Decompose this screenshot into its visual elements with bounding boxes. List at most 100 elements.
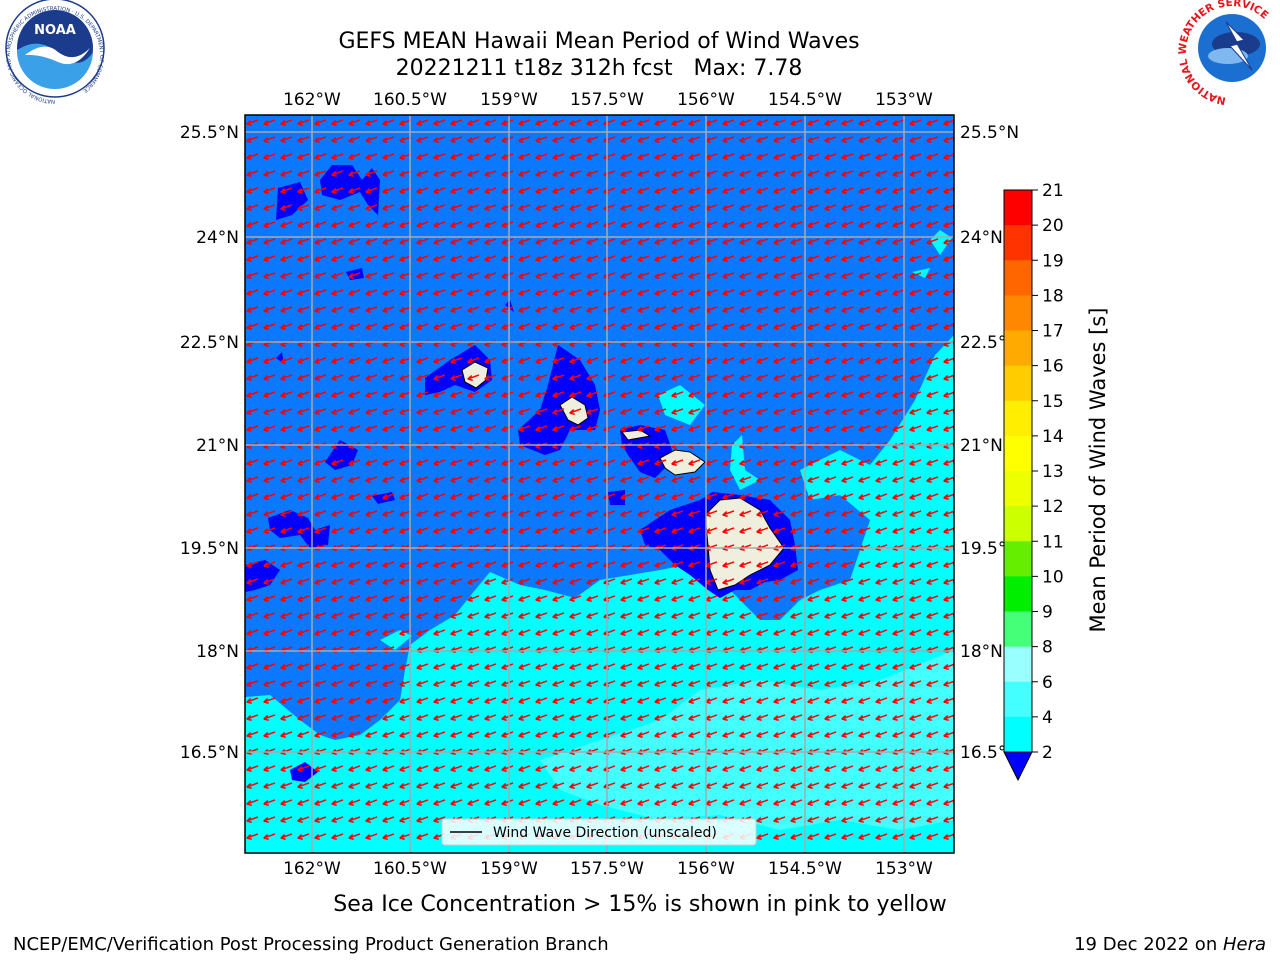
wind-wave-arrow [263, 153, 276, 160]
wind-wave-arrow [535, 119, 548, 126]
wind-wave-arrow [841, 561, 854, 568]
wind-wave-arrow [348, 459, 361, 466]
wind-wave-arrow [416, 663, 429, 670]
wind-wave-arrow [671, 170, 684, 177]
wind-wave-arrow [841, 153, 854, 160]
wind-wave-arrow [586, 408, 599, 415]
wind-wave-arrow [246, 561, 259, 568]
wind-wave-arrow [620, 221, 633, 228]
wind-wave-arrow [807, 289, 820, 296]
wind-wave-arrow [365, 255, 378, 262]
wind-wave-arrow [586, 221, 599, 228]
lon-label: 160.5°W [373, 859, 447, 879]
wind-wave-arrow [348, 221, 361, 228]
wind-wave-arrow [637, 595, 650, 602]
wind-wave-arrow [416, 612, 429, 619]
wind-wave-arrow [909, 680, 922, 687]
wind-wave-arrow [399, 306, 412, 313]
wind-wave-arrow [297, 119, 310, 126]
wind-wave-arrow [501, 510, 514, 517]
wind-wave-arrow [246, 119, 259, 126]
wind-wave-arrow [501, 476, 514, 483]
wind-wave-arrow [756, 578, 769, 585]
wind-wave-arrow [263, 408, 276, 415]
wind-wave-arrow [671, 289, 684, 296]
wind-wave-arrow [416, 425, 429, 432]
wind-wave-arrow [484, 680, 497, 687]
wind-wave-arrow [671, 221, 684, 228]
wind-wave-arrow [331, 238, 344, 245]
wind-wave-arrow [280, 170, 293, 177]
wind-wave-arrow [586, 714, 599, 721]
wind-wave-arrow [433, 663, 446, 670]
wind-wave-arrow [246, 425, 259, 432]
wind-wave-arrow [416, 578, 429, 585]
wind-wave-arrow [722, 697, 735, 704]
wind-wave-arrow [348, 170, 361, 177]
wind-wave-arrow [535, 561, 548, 568]
wind-wave-arrow [382, 408, 395, 415]
wind-wave-arrow [824, 255, 837, 262]
wind-wave-arrow [773, 153, 786, 160]
wind-wave-arrow [416, 187, 429, 194]
colorbar-band [1004, 646, 1032, 683]
wind-wave-arrow [535, 408, 548, 415]
wind-wave-arrow [552, 255, 565, 262]
wind-wave-arrow [654, 119, 667, 126]
wind-wave-arrow [433, 187, 446, 194]
wind-wave-arrow [467, 187, 480, 194]
wind-wave-arrow [246, 221, 259, 228]
wind-wave-arrow [314, 391, 327, 398]
wind-wave-arrow [586, 153, 599, 160]
wind-wave-arrow [892, 187, 905, 194]
wind-wave-arrow [824, 391, 837, 398]
wind-wave-arrow [416, 833, 429, 840]
wind-wave-arrow [399, 289, 412, 296]
wind-wave-arrow [263, 119, 276, 126]
wind-wave-arrow [875, 272, 888, 279]
wind-wave-arrow [246, 476, 259, 483]
wind-wave-arrow [756, 765, 769, 772]
wind-wave-arrow [552, 680, 565, 687]
wind-wave-arrow [892, 697, 905, 704]
wind-wave-arrow [858, 476, 871, 483]
wind-wave-arrow [671, 187, 684, 194]
wind-wave-arrow [892, 578, 905, 585]
wind-wave-arrow [671, 476, 684, 483]
wind-wave-arrow [841, 833, 854, 840]
wind-wave-arrow [501, 527, 514, 534]
wind-wave-arrow [892, 799, 905, 806]
wind-wave-arrow [297, 714, 310, 721]
wind-wave-arrow [365, 765, 378, 772]
wind-wave-arrow [620, 119, 633, 126]
wind-wave-arrow [331, 119, 344, 126]
wind-wave-arrow [824, 493, 837, 500]
wind-wave-arrow [637, 187, 650, 194]
wind-wave-arrow [637, 680, 650, 687]
wind-wave-arrow [484, 119, 497, 126]
wind-wave-arrow [450, 765, 463, 772]
wind-wave-arrow [348, 493, 361, 500]
wind-wave-arrow [399, 527, 412, 534]
wind-wave-arrow [450, 136, 463, 143]
wind-wave-arrow [892, 204, 905, 211]
wind-wave-arrow [382, 765, 395, 772]
wind-wave-arrow [416, 765, 429, 772]
wind-wave-arrow [739, 238, 752, 245]
wind-wave-arrow [909, 289, 922, 296]
wind-wave-arrow [263, 221, 276, 228]
wind-wave-arrow [807, 595, 820, 602]
wind-wave-arrow [841, 238, 854, 245]
wind-wave-arrow [399, 612, 412, 619]
wind-wave-arrow [297, 561, 310, 568]
wind-wave-arrow [297, 374, 310, 381]
wind-wave-arrow [518, 765, 531, 772]
wind-wave-arrow [892, 306, 905, 313]
wind-wave-arrow [654, 323, 667, 330]
wind-wave-arrow [484, 153, 497, 160]
wind-wave-arrow [314, 680, 327, 687]
wind-wave-arrow [790, 629, 803, 636]
wind-wave-arrow [331, 187, 344, 194]
wind-wave-arrow [467, 714, 480, 721]
wind-wave-arrow [875, 425, 888, 432]
